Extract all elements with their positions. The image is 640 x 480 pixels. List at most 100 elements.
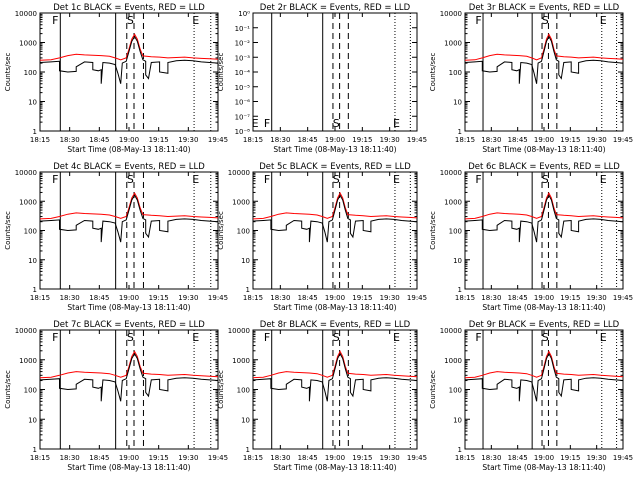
region-mark-f: F — [264, 331, 270, 344]
y-tick-label: 10 — [241, 257, 250, 265]
x-axis-label: Start Time (08-May-13 18:11:40) — [482, 145, 605, 154]
series-lld — [40, 192, 218, 220]
x-tick-label: 18:15 — [243, 136, 263, 144]
series-events — [40, 194, 218, 243]
y-tick-label: 10000 — [15, 10, 37, 18]
x-tick-label: 18:30 — [60, 294, 80, 302]
y-tick-label: 10000 — [440, 327, 462, 335]
y-tick-label: 1 — [458, 286, 462, 294]
y-tick-label: 10⁰ — [238, 10, 250, 18]
y-tick-label: 1 — [458, 446, 462, 454]
x-tick-label: 19:45 — [208, 136, 228, 144]
y-tick-label: 100 — [449, 69, 462, 77]
region-mark-s: S — [127, 331, 134, 344]
x-tick-label: 18:45 — [89, 294, 109, 302]
region-mark-s: S — [333, 173, 340, 186]
x-tick-label: 18:15 — [30, 136, 50, 144]
x-tick-label: 18:30 — [481, 294, 501, 302]
x-tick-label: 19:45 — [613, 136, 633, 144]
y-tick-label: 10000 — [440, 169, 462, 177]
x-tick-label: 19:00 — [534, 454, 554, 462]
x-tick-label: 19:00 — [119, 294, 139, 302]
x-axis-label: Start Time (08-May-13 18:11:40) — [67, 145, 190, 154]
x-tick-label: 18:30 — [270, 294, 290, 302]
x-tick-label: 18:30 — [481, 454, 501, 462]
region-mark-f: F — [475, 173, 481, 186]
x-tick-label: 18:15 — [455, 454, 475, 462]
panel-title: Det 5c BLACK = Events, RED = LLD — [259, 162, 411, 172]
y-tick-label: 10⁻² — [235, 40, 251, 48]
x-tick-label: 19:15 — [560, 294, 580, 302]
panel-det-4: Det 4c BLACK = Events, RED = LLD 1 10 100 10… — [4, 162, 228, 312]
y-tick-label: 1000 — [19, 40, 37, 48]
x-tick-label: 19:15 — [560, 454, 580, 462]
panel-title: Det 9r BLACK = Events, RED = LLD — [469, 320, 620, 330]
y-axis-label: Counts/sec — [429, 53, 437, 92]
x-tick-label: 18:30 — [270, 136, 290, 144]
y-tick-label: 10000 — [228, 327, 250, 335]
y-axis-label: Counts/sec — [4, 211, 12, 250]
x-tick-label: 18:15 — [30, 294, 50, 302]
x-tick-label: 19:30 — [178, 294, 198, 302]
series-lld — [465, 33, 623, 61]
x-axis-label: Start Time (08-May-13 18:11:40) — [273, 303, 396, 312]
region-mark-f: F — [52, 331, 58, 344]
x-tick-label: 18:45 — [89, 454, 109, 462]
region-mark-e: E — [192, 14, 199, 27]
region-mark-f: F — [475, 331, 481, 344]
region-mark-f: F — [264, 117, 270, 130]
series-lld — [40, 350, 218, 379]
y-axis-label: Counts/sec — [429, 370, 437, 409]
x-tick-label: 19:15 — [352, 454, 372, 462]
panel-title: Det 1c BLACK = Events, RED = LLD — [53, 3, 205, 13]
x-tick-label: 19:15 — [560, 136, 580, 144]
x-tick-label: 19:45 — [208, 454, 228, 462]
panel-det-7: Det 7c BLACK = Events, RED = LLD 1 10 100 10… — [4, 320, 228, 472]
x-tick-label: 18:45 — [298, 294, 318, 302]
y-tick-label: 100 — [237, 387, 250, 395]
series-lld — [465, 192, 623, 220]
x-tick-label: 18:30 — [60, 136, 80, 144]
y-tick-label: 1 — [33, 286, 37, 294]
region-mark-s: S — [127, 173, 134, 186]
y-tick-label: 10⁻⁸ — [235, 128, 251, 136]
x-tick-label: 19:00 — [534, 136, 554, 144]
region-mark-s: S — [542, 14, 549, 27]
x-tick-label: 19:30 — [380, 136, 400, 144]
x-tick-label: 19:15 — [352, 294, 372, 302]
panel-title: Det 4c BLACK = Events, RED = LLD — [53, 162, 205, 172]
x-tick-label: 18:45 — [298, 136, 318, 144]
panel-det-1: Det 1c BLACK = Events, RED = LLD 1 10 100 10… — [4, 3, 228, 154]
x-tick-label: 19:45 — [407, 136, 427, 144]
region-mark-e: E — [393, 173, 400, 186]
x-tick-label: 18:15 — [243, 454, 263, 462]
x-tick-label: 18:15 — [455, 294, 475, 302]
series-lld — [465, 350, 623, 379]
region-mark-s: S — [542, 173, 549, 186]
y-axis-label: Counts/sec — [217, 53, 225, 92]
x-tick-label: 18:45 — [508, 136, 528, 144]
y-tick-label: 10 — [453, 416, 462, 424]
x-tick-label: 19:00 — [325, 454, 345, 462]
y-tick-label: 10 — [453, 99, 462, 107]
region-mark-f: F — [264, 173, 270, 186]
x-axis-label: Start Time (08-May-13 18:11:40) — [67, 463, 190, 472]
panel-title: Det 2r BLACK = Events, RED = LLD — [260, 3, 411, 13]
y-axis-label: Counts/sec — [429, 211, 437, 250]
x-tick-label: 19:00 — [119, 136, 139, 144]
x-tick-label: 19:15 — [149, 136, 169, 144]
x-tick-label: 19:00 — [325, 294, 345, 302]
panel-det-3: Det 3r BLACK = Events, RED = LLD 1 10 100 10… — [429, 3, 633, 154]
x-axis-label: Start Time (08-May-13 18:11:40) — [273, 463, 396, 472]
y-tick-label: 10⁻¹ — [235, 25, 251, 33]
region-mark-e: E — [252, 117, 259, 130]
x-tick-label: 18:30 — [481, 136, 501, 144]
y-axis-label: Counts/sec — [217, 370, 225, 409]
panel-det-9: Det 9r BLACK = Events, RED = LLD 1 10 100 10… — [429, 320, 633, 472]
panel-title: Det 6c BLACK = Events, RED = LLD — [468, 162, 620, 172]
x-axis-label: Start Time (08-May-13 18:11:40) — [482, 463, 605, 472]
y-tick-label: 10⁻⁴ — [235, 69, 251, 77]
region-mark-e: E — [393, 117, 400, 130]
x-tick-label: 19:30 — [587, 454, 607, 462]
